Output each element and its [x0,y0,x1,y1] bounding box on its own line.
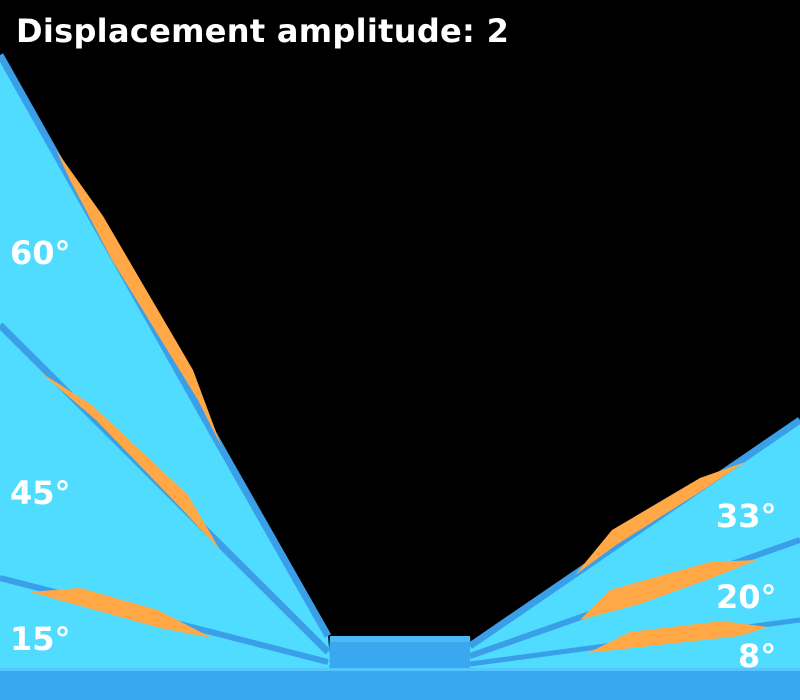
angle-label-45: 45° [10,474,71,512]
decal-60 [56,150,222,448]
ramp-left-45 [0,322,331,665]
angle-label-33: 33° [716,497,777,535]
ramp-right-8 [469,617,800,672]
decal-15 [30,588,212,638]
decal-33 [575,462,745,575]
floor-front [0,670,800,700]
angle-label-8: 8° [738,637,777,675]
floor-center [328,636,472,664]
floor-center-top [330,636,470,642]
angle-label-60: 60° [10,234,71,272]
angle-label-20: 20° [716,578,777,616]
decal-8 [588,621,768,653]
decal-20 [580,560,757,620]
floor-front-highlight [0,668,800,671]
displacement-amplitude-title: Displacement amplitude: 2 [16,12,510,50]
angle-label-15: 15° [10,620,71,658]
ramp-left-15 [0,575,330,670]
